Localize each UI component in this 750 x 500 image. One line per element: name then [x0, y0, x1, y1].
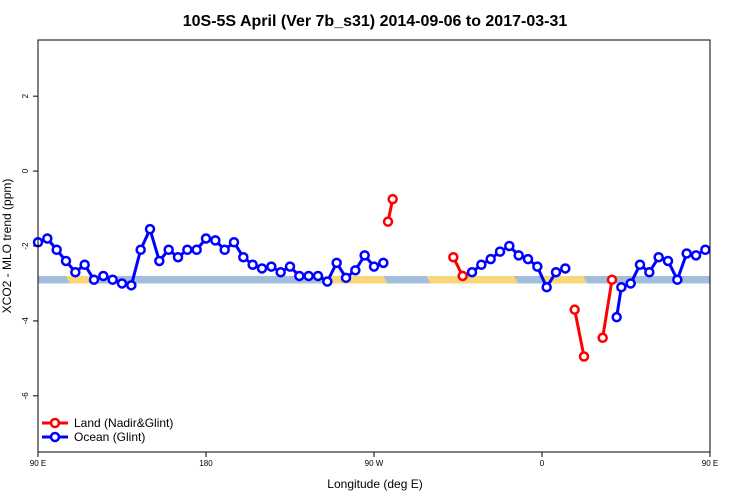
data-point	[485, 253, 496, 265]
data-point	[644, 266, 655, 278]
x-tick-label: 180	[199, 459, 213, 468]
data-point	[690, 250, 702, 261]
data-point	[210, 235, 221, 246]
data-point	[560, 263, 571, 274]
data-point	[476, 259, 487, 270]
data-point	[653, 251, 664, 263]
data-point	[312, 270, 324, 282]
y-tick-label: 0	[21, 168, 30, 173]
legend: Land (Nadir&Glint)Ocean (Glint)	[42, 416, 173, 444]
chart-title: 10S-5S April (Ver 7b_s31) 2014-09-06 to …	[183, 13, 568, 30]
y-tick-label: -2	[21, 242, 30, 250]
data-point	[284, 261, 296, 272]
data-point	[616, 281, 627, 293]
data-point	[172, 251, 184, 263]
y-tick-label: -6	[21, 392, 30, 400]
data-point	[359, 250, 370, 261]
data-point	[88, 274, 100, 285]
surface-band	[38, 275, 710, 284]
data-point	[662, 255, 674, 267]
data-point	[70, 266, 81, 278]
data-point	[135, 244, 146, 255]
x-tick-label: 0	[540, 459, 545, 468]
data-point	[378, 257, 389, 269]
data-point	[634, 259, 646, 270]
series-ocean	[32, 223, 711, 323]
data-point	[219, 244, 230, 255]
land-band-segment	[426, 275, 518, 284]
data-point	[672, 274, 683, 285]
data-point	[569, 304, 580, 315]
data-point	[200, 233, 212, 244]
data-point	[163, 244, 174, 255]
data-point	[144, 223, 156, 235]
data-point	[79, 259, 90, 270]
data-point	[107, 274, 118, 285]
series-line	[601, 279, 614, 339]
data-point	[303, 270, 314, 282]
data-point	[522, 253, 534, 265]
data-point	[322, 276, 333, 287]
data-point	[182, 244, 193, 255]
x-tick-label: 90 E	[30, 459, 46, 468]
data-point	[60, 255, 72, 267]
series-land	[382, 193, 618, 362]
data-point	[228, 237, 240, 248]
data-point	[331, 257, 342, 269]
data-point	[294, 270, 305, 282]
data-point	[238, 251, 249, 263]
data-point	[350, 265, 361, 276]
data-point	[448, 251, 459, 263]
data-point	[681, 248, 692, 259]
x-axis-label: Longitude (deg E)	[327, 477, 422, 491]
data-point	[42, 233, 53, 244]
data-point	[382, 216, 394, 227]
data-point	[457, 270, 468, 282]
y-tick-label: 2	[21, 93, 30, 98]
x-tick-label: 90 E	[702, 459, 718, 468]
y-axis-label: XCO2 - MLO trend (ppm)	[0, 179, 14, 314]
data-point	[266, 261, 277, 272]
data-point	[611, 311, 622, 323]
data-point	[550, 266, 562, 278]
data-point	[606, 274, 618, 285]
data-point	[98, 270, 109, 282]
y-axis: 2 0 -2 -4 -6	[21, 93, 38, 399]
data-point	[513, 250, 524, 261]
series-layer	[32, 193, 711, 362]
x-tick-label: 90 W	[365, 459, 384, 468]
data-point	[625, 278, 636, 289]
data-point	[700, 244, 711, 255]
legend-marker	[49, 431, 61, 443]
data-point	[466, 266, 478, 278]
legend-item-ocean: Ocean (Glint)	[42, 430, 145, 444]
data-point	[116, 278, 128, 289]
data-point	[51, 244, 62, 255]
data-point	[340, 272, 352, 284]
data-point	[387, 193, 398, 205]
legend-label: Ocean (Glint)	[74, 430, 145, 444]
legend-label: Land (Nadir&Glint)	[74, 416, 173, 430]
data-point	[126, 280, 137, 291]
legend-marker	[49, 417, 61, 429]
data-point	[247, 259, 258, 270]
x-axis: 90 E 180 90 W 0 90 E	[30, 452, 718, 468]
data-point	[256, 263, 268, 274]
data-point	[578, 351, 590, 362]
data-point	[154, 255, 165, 267]
data-point	[191, 244, 202, 255]
legend-item-land: Land (Nadir&Glint)	[42, 416, 173, 430]
data-point	[275, 266, 286, 278]
series-line	[573, 309, 586, 357]
data-point	[532, 261, 543, 272]
data-point	[597, 332, 608, 344]
data-point	[494, 246, 506, 257]
data-point	[368, 261, 380, 272]
data-point	[504, 240, 515, 252]
land-band-segment	[323, 275, 388, 284]
data-point	[541, 281, 552, 293]
y-tick-label: -4	[21, 317, 30, 325]
